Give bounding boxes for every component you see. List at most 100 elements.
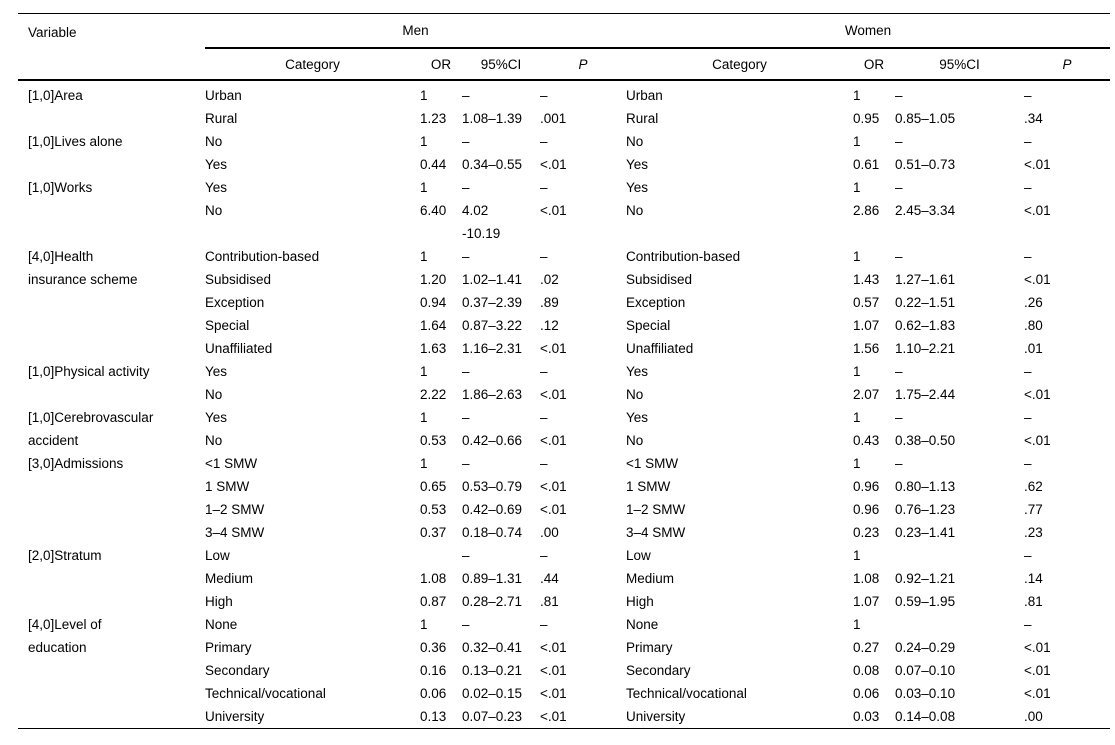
variable-cell: [3,0]Admissions	[28, 456, 124, 471]
table-row: Exception 0.94 0.37–2.39 .89 Exception 0…	[18, 291, 1110, 314]
p-cell-men: <.01	[540, 686, 567, 701]
ci-cell-men: 0.13–0.21	[462, 663, 523, 678]
category-cell-women: Yes	[626, 410, 649, 425]
p-cell-men: .001	[540, 111, 567, 126]
table-row: No 2.22 1.86–2.63 <.01 No 2.07 1.75–2.44…	[18, 383, 1110, 406]
or-cell-women: 1	[853, 180, 861, 195]
or-cell-women: 1	[853, 134, 861, 149]
category-cell-women: Yes	[626, 180, 649, 195]
ci-cell-men: 0.07–0.23	[462, 709, 523, 724]
table-row: Technical/vocational 0.06 0.02–0.15 <.01…	[18, 682, 1110, 705]
ci-cell-women: –	[895, 180, 903, 195]
p-cell-men: <.01	[540, 157, 567, 172]
category-cell-women: No	[626, 433, 644, 448]
p-cell-women: <.01	[1024, 663, 1051, 678]
ci-cell-women: –	[895, 364, 903, 379]
category-cell-men: <1 SMW	[205, 456, 258, 471]
ci-cell-men: 0.37–2.39	[462, 295, 523, 310]
category-cell-men: No	[205, 387, 223, 402]
ci-cell-men: 0.18–0.74	[462, 525, 523, 540]
ci-cell-men: 1.02–1.41	[462, 272, 523, 287]
or-cell-men: 0.53	[420, 502, 447, 517]
p-cell-men: <.01	[540, 640, 567, 655]
p-cell-men: .81	[540, 594, 559, 609]
p-cell-women: –	[1024, 410, 1032, 425]
or-cell-men: 0.87	[420, 594, 447, 609]
table-row: High 0.87 0.28–2.71 .81 High 1.07 0.59–1…	[18, 590, 1110, 613]
category-cell-women: Special	[626, 318, 671, 333]
p-cell-men: –	[540, 134, 548, 149]
category-cell-men: University	[205, 709, 265, 724]
or-cell-men: 0.53	[420, 433, 447, 448]
group-header-men: Men	[205, 13, 627, 49]
table-row: [1,0]Cerebrovascular accident Yes 1 – – …	[18, 406, 1110, 448]
p-cell-women: –	[1024, 548, 1032, 563]
p-cell-women: .14	[1024, 571, 1043, 586]
category-cell-men: Yes	[205, 157, 228, 172]
table-row: [3,0]Admissions <1 SMW 1 – – <1 SMW 1 – …	[18, 452, 1110, 475]
p-cell-men: –	[540, 249, 548, 264]
col-header-p-men: P	[540, 48, 627, 81]
or-cell-women: 0.08	[853, 663, 880, 678]
ci-cell-men: 0.28–2.71	[462, 594, 523, 609]
ci-cell-men: –	[462, 249, 470, 264]
p-cell-men: –	[540, 88, 548, 103]
ci-cell-women: 1.27–1.61	[895, 272, 956, 287]
or-cell-men: 1.64	[420, 318, 447, 333]
category-cell-women: <1 SMW	[626, 456, 679, 471]
category-cell-men: None	[205, 617, 238, 632]
ci-cell-men: 0.02–0.15	[462, 686, 523, 701]
table-row: 3–4 SMW 0.37 0.18–0.74 .00 3–4 SMW 0.23 …	[18, 521, 1110, 544]
p-cell-men: <.01	[540, 387, 567, 402]
variable-cell: [1,0]Works	[28, 180, 93, 195]
ci-cell-men: 0.53–0.79	[462, 479, 523, 494]
or-cell-women: 0.57	[853, 295, 880, 310]
table-row: [4,0]Level of education None 1 – – None …	[18, 613, 1110, 655]
table-row: University 0.13 0.07–0.23 <.01 Universit…	[18, 705, 1110, 729]
variable-cell: [1,0]Cerebrovascular accident	[28, 410, 154, 448]
odds-ratio-table: Variable Men Women Category OR 95%CI P C…	[18, 13, 1111, 729]
or-cell-women: 0.95	[853, 111, 880, 126]
ci-cell-women: 1.75–2.44	[895, 387, 956, 402]
table-row: Rural 1.23 1.08–1.39 .001 Rural 0.95 0.8…	[18, 107, 1110, 130]
ci-cell-men: 0.32–0.41	[462, 640, 523, 655]
table-row: Primary 0.36 0.32–0.41 <.01 Primary 0.27…	[18, 636, 1110, 659]
p-cell-women: .26	[1024, 295, 1043, 310]
ci-cell-women: –	[895, 410, 903, 425]
category-cell-men: Yes	[205, 364, 228, 379]
p-cell-men: <.01	[540, 341, 567, 356]
ci-cell-men: –	[462, 88, 470, 103]
or-cell-women: 0.23	[853, 525, 880, 540]
ci-cell-women	[895, 613, 1024, 636]
col-header-category-women: Category	[626, 48, 854, 81]
category-cell-men: Medium	[205, 571, 254, 586]
or-cell-women: 0.96	[853, 479, 880, 494]
category-cell-women: Unaffiliated	[626, 341, 694, 356]
ci-cell-men: 0.87–3.22	[462, 318, 523, 333]
p-cell-women: <.01	[1024, 203, 1051, 218]
p-cell-women: –	[1024, 180, 1032, 195]
category-cell-men: Urban	[205, 88, 242, 103]
category-cell-men: No	[205, 134, 223, 149]
table-row: Subsidised 1.20 1.02–1.41 .02 Subsidised…	[18, 268, 1110, 291]
category-cell-men: Yes	[205, 410, 228, 425]
p-cell-men: .12	[540, 318, 559, 333]
ci-cell-men: –	[462, 364, 470, 379]
ci-cell-women: 2.45–3.34	[895, 203, 956, 218]
category-cell-men: Technical/vocational	[205, 686, 326, 701]
ci-cell-men: 0.42–0.69	[462, 502, 523, 517]
category-cell-women: Yes	[626, 364, 649, 379]
ci-cell-women: –	[895, 456, 903, 471]
table-row: Yes 0.44 0.34–0.55 <.01 Yes 0.61 0.51–0.…	[18, 153, 1110, 176]
ci-cell-men: 0.89–1.31	[462, 571, 523, 586]
ci-cell-women: 0.24–0.29	[895, 640, 956, 655]
p-cell-men: –	[540, 180, 548, 195]
ci-cell-women: 1.10–2.21	[895, 341, 956, 356]
ci-cell-women: 0.62–1.83	[895, 318, 956, 333]
or-cell-men: 1.20	[420, 272, 447, 287]
p-cell-women: –	[1024, 88, 1032, 103]
p-cell-men: <.01	[540, 663, 567, 678]
p-cell-men: .89	[540, 295, 559, 310]
ci-cell-women: 0.22–1.51	[895, 295, 956, 310]
p-cell-women: .62	[1024, 479, 1043, 494]
